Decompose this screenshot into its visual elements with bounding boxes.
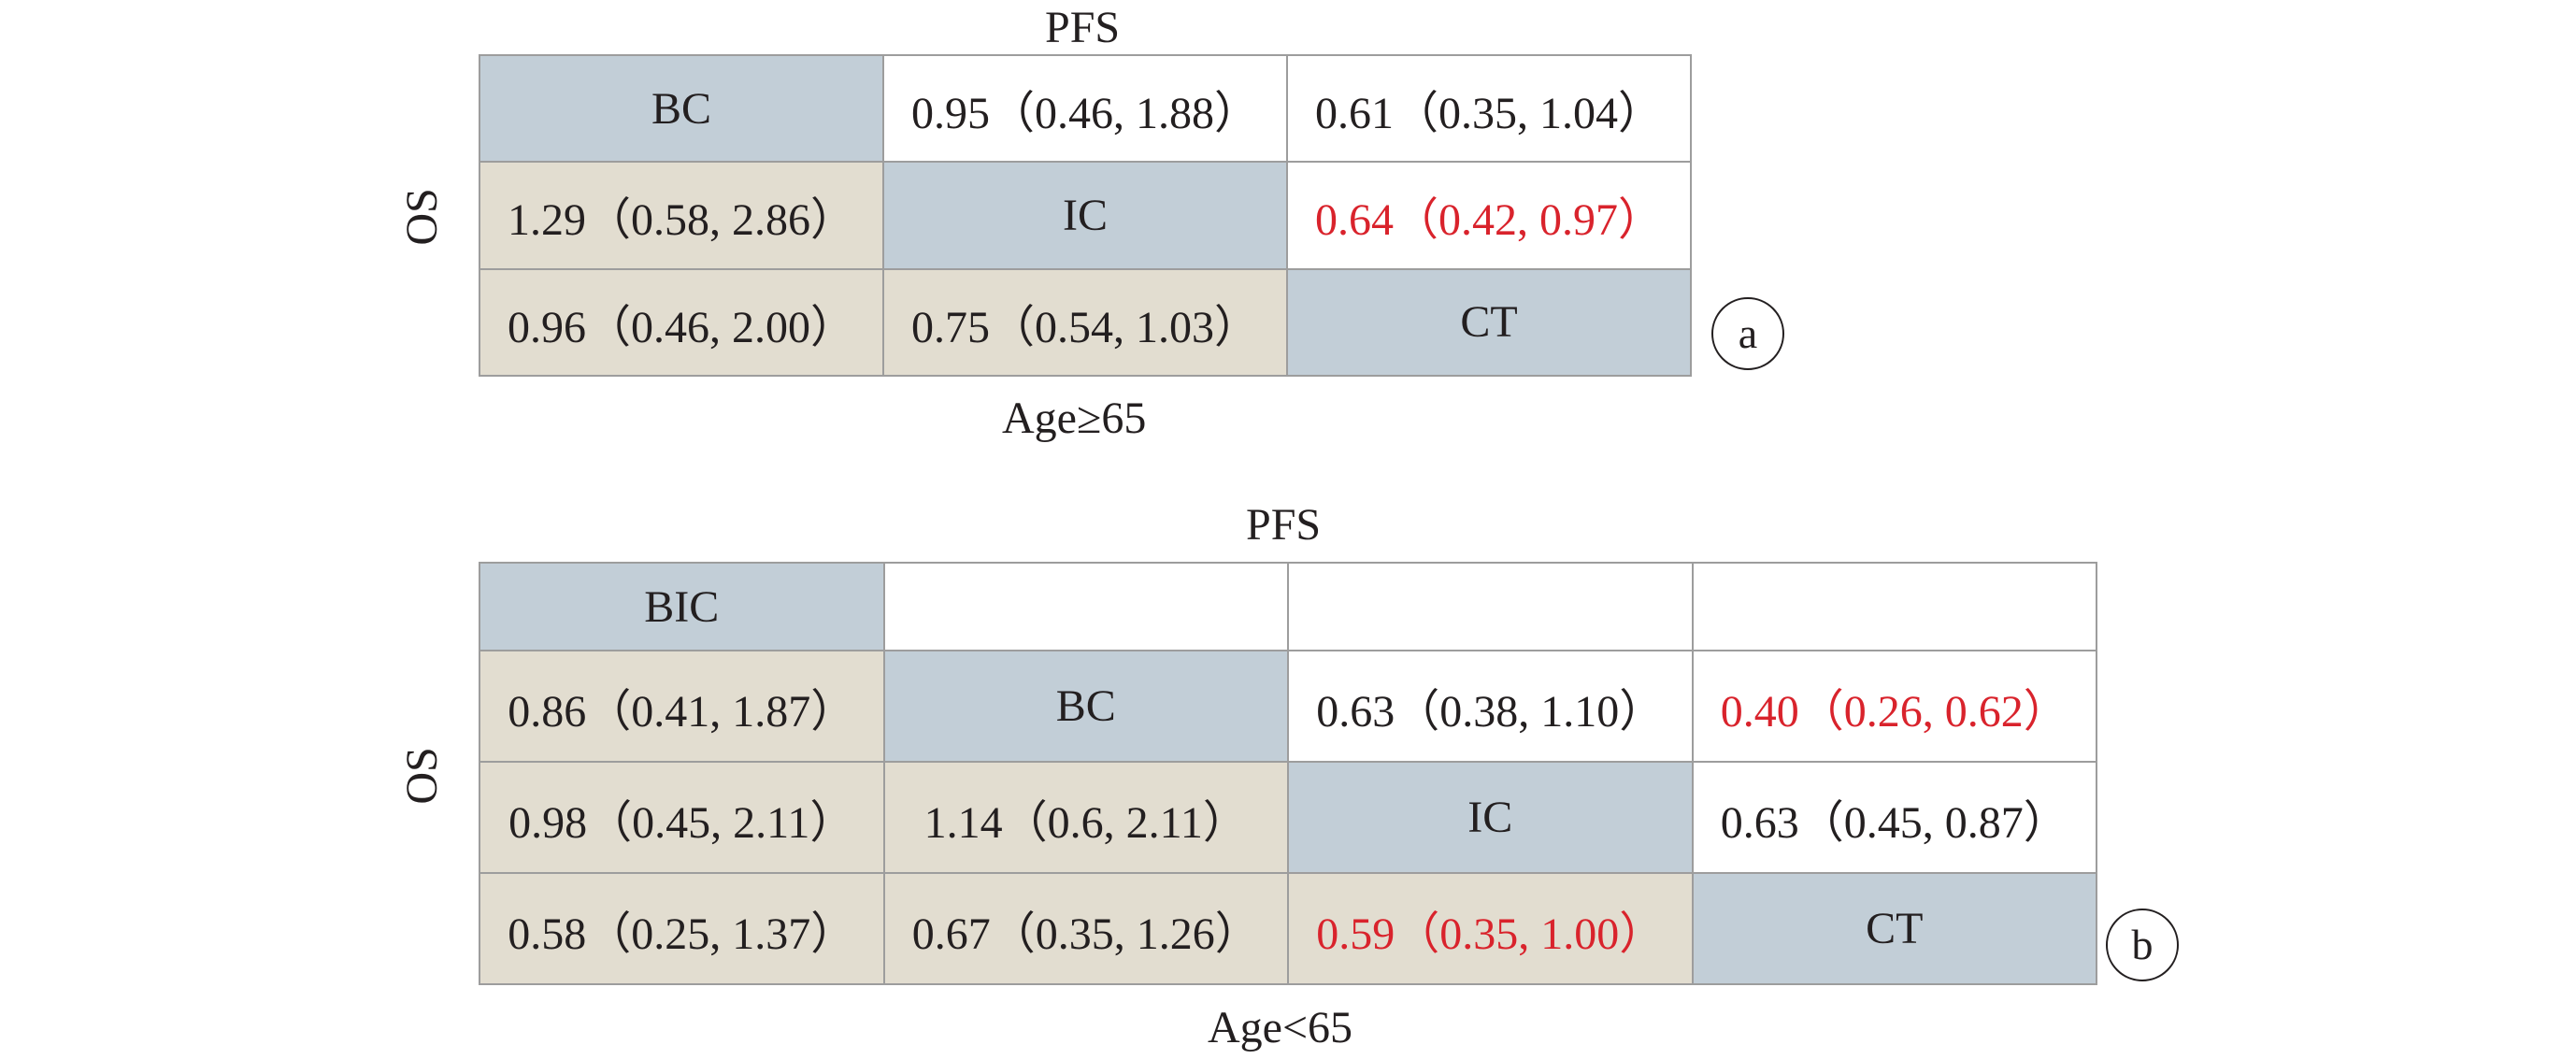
os-hazard-ratio-cell: 1.14（0.6, 2.11） [882, 761, 1289, 875]
pfs-hazard-ratio-cell: 0.95（0.46, 1.88） [882, 53, 1288, 164]
league-table-row: BIC [479, 561, 2097, 652]
pfs-hazard-ratio-cell [1287, 561, 1694, 652]
treatment-label-cell: BIC [479, 561, 885, 652]
panel-a-age-label: Age≥65 [1002, 394, 1147, 443]
pfs-hazard-ratio-cell: 0.40（0.26, 0.62） [1691, 650, 2097, 764]
pfs-hazard-ratio-cell: 0.63（0.45, 0.87） [1691, 761, 2097, 875]
pfs-hazard-ratio-cell [882, 561, 1289, 652]
pfs-hazard-ratio-cell [1691, 561, 2097, 652]
league-table-row: 0.96（0.46, 2.00） 0.75（0.54, 1.03） CT [479, 267, 1692, 378]
pfs-hazard-ratio-cell: 0.63（0.38, 1.10） [1287, 650, 1694, 764]
os-hazard-ratio-cell: 0.98（0.45, 2.11） [479, 761, 885, 875]
treatment-label-cell: IC [1287, 761, 1694, 875]
pfs-hazard-ratio-cell: 0.61（0.35, 1.04） [1286, 53, 1692, 164]
os-hazard-ratio-cell: 0.58（0.25, 1.37） [479, 872, 885, 985]
panel-a-pfs-label: PFS [1045, 3, 1121, 52]
treatment-label-cell: IC [882, 161, 1288, 270]
panel-a-os-label: OS [397, 188, 447, 246]
league-table-row: 0.58（0.25, 1.37） 0.67（0.35, 1.26） 0.59（0.3… [479, 872, 2097, 985]
treatment-label-cell: BC [479, 53, 884, 164]
os-hazard-ratio-cell: 0.96（0.46, 2.00） [479, 267, 884, 378]
pfs-hazard-ratio-cell: 0.64（0.42, 0.97） [1286, 161, 1692, 270]
treatment-label-cell: CT [1286, 267, 1692, 378]
league-table-row: 1.29（0.58, 2.86） IC 0.64（0.42, 0.97） [479, 161, 1692, 270]
league-table-row: 0.98（0.45, 2.11） 1.14（0.6, 2.11） IC 0.63（0.… [479, 761, 2097, 875]
panel-a-league-table: BC 0.95（0.46, 1.88） 0.61（0.35, 1.04） 1.29（0… [479, 53, 1692, 378]
league-table-row: BC 0.95（0.46, 1.88） 0.61（0.35, 1.04） [479, 53, 1692, 164]
panel-a-badge: a [1711, 297, 1784, 370]
panel-b-os-label: OS [397, 747, 447, 805]
panel-b-badge: b [2106, 909, 2179, 981]
os-hazard-ratio-cell: 0.59（0.35, 1.00） [1287, 872, 1694, 985]
panel-b-age-label: Age<65 [1208, 1003, 1353, 1052]
panel-b-league-table: BIC 0.86（0.41, 1.87） BC 0.63（0.38, 1.10） 0.4… [479, 561, 2097, 985]
os-hazard-ratio-cell: 0.75（0.54, 1.03） [882, 267, 1288, 378]
os-hazard-ratio-cell: 0.86（0.41, 1.87） [479, 650, 885, 764]
os-hazard-ratio-cell: 1.29（0.58, 2.86） [479, 161, 884, 270]
treatment-label-cell: CT [1691, 872, 2097, 985]
league-table-row: 0.86（0.41, 1.87） BC 0.63（0.38, 1.10） 0.40（0… [479, 650, 2097, 764]
os-hazard-ratio-cell: 0.67（0.35, 1.26） [882, 872, 1289, 985]
treatment-label-cell: BC [882, 650, 1289, 764]
panel-b-pfs-label: PFS [1246, 500, 1322, 550]
